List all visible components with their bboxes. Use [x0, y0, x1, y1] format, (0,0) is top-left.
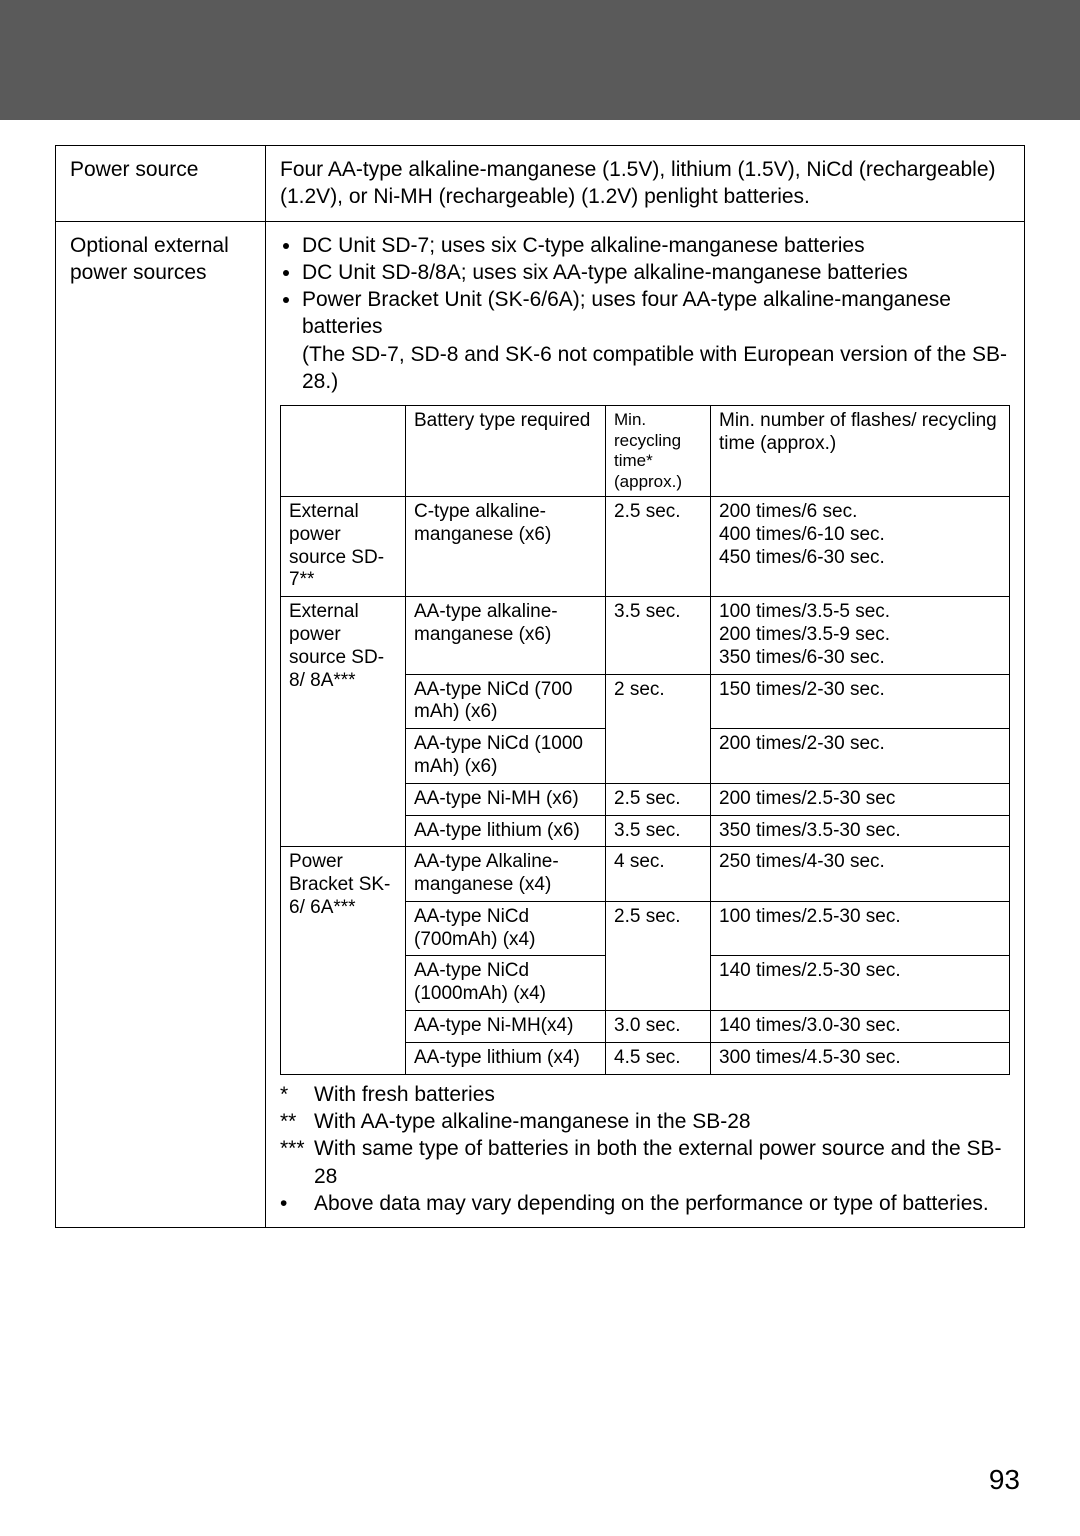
row-content-optional: DC Unit SD-7; uses six C-type alkaline-m… — [266, 221, 1025, 1228]
optional-bullet: DC Unit SD-8/8A; uses six AA-type alkali… — [302, 259, 1010, 286]
page-number: 93 — [989, 1464, 1020, 1496]
recycling-cell: 2.5 sec. — [606, 496, 711, 596]
spec-table: Power source Four AA-type alkaline-manga… — [55, 145, 1025, 1228]
flashes-cell: 150 times/2-30 sec. — [711, 674, 1010, 729]
battery-cell: AA-type Ni-MH(x4) — [406, 1011, 606, 1043]
group-label: External power source SD-7** — [281, 496, 406, 596]
footnotes: *With fresh batteries**With AA-type alka… — [280, 1081, 1010, 1217]
flashes-cell: 100 times/3.5-5 sec.200 times/3.5-9 sec.… — [711, 597, 1010, 674]
optional-bullets: DC Unit SD-7; uses six C-type alkaline-m… — [280, 232, 1010, 341]
flashes-cell: 100 times/2.5-30 sec. — [711, 901, 1010, 956]
battery-cell: AA-type NiCd (1000mAh) (x4) — [406, 956, 606, 1011]
optional-bullet: DC Unit SD-7; uses six C-type alkaline-m… — [302, 232, 1010, 259]
recycling-cell: 3.5 sec. — [606, 815, 711, 847]
recycling-cell: 2 sec. — [606, 674, 711, 783]
footnote-text: With same type of batteries in both the … — [314, 1135, 1010, 1190]
battery-table: Battery type requiredMin. recycling time… — [280, 405, 1010, 1074]
flashes-cell: 140 times/2.5-30 sec. — [711, 956, 1010, 1011]
inner-header: Min. number of flashes/ recycling time (… — [711, 406, 1010, 497]
footnote-mark: * — [280, 1081, 314, 1108]
battery-cell: AA-type lithium (x6) — [406, 815, 606, 847]
footnote-text: With fresh batteries — [314, 1081, 1010, 1108]
recycling-cell: 2.5 sec. — [606, 783, 711, 815]
flashes-cell: 200 times/2.5-30 sec — [711, 783, 1010, 815]
flashes-cell: 300 times/4.5-30 sec. — [711, 1042, 1010, 1074]
flashes-cell: 200 times/2-30 sec. — [711, 729, 1010, 784]
battery-cell: AA-type alkaline-manganese (x6) — [406, 597, 606, 674]
footnote-mark: • — [280, 1190, 314, 1217]
optional-bullet: Power Bracket Unit (SK-6/6A); uses four … — [302, 286, 1010, 341]
flashes-cell: 140 times/3.0-30 sec. — [711, 1011, 1010, 1043]
recycling-cell: 3.5 sec. — [606, 597, 711, 674]
recycling-cell: 4.5 sec. — [606, 1042, 711, 1074]
battery-cell: AA-type Alkaline-manganese (x4) — [406, 847, 606, 902]
inner-header — [281, 406, 406, 497]
inner-header: Battery type required — [406, 406, 606, 497]
optional-note: (The SD-7, SD-8 and SK-6 not compatible … — [302, 341, 1010, 396]
footnote-text: Above data may vary depending on the per… — [314, 1190, 1010, 1217]
group-label: External power source SD-8/ 8A*** — [281, 597, 406, 847]
battery-cell: AA-type Ni-MH (x6) — [406, 783, 606, 815]
recycling-cell: 2.5 sec. — [606, 901, 711, 1010]
row-text-power-source: Four AA-type alkaline-manganese (1.5V), … — [266, 146, 1025, 222]
footnote-text: With AA-type alkaline-manganese in the S… — [314, 1108, 1010, 1135]
flashes-cell: 250 times/4-30 sec. — [711, 847, 1010, 902]
battery-cell: AA-type NiCd (700mAh) (x4) — [406, 901, 606, 956]
group-label: Power Bracket SK-6/ 6A*** — [281, 847, 406, 1074]
header-bar — [0, 0, 1080, 120]
footnote-mark: *** — [280, 1135, 314, 1190]
inner-header: Min. recycling time* (approx.) — [606, 406, 711, 497]
recycling-cell: 4 sec. — [606, 847, 711, 902]
battery-cell: AA-type NiCd (700 mAh) (x6) — [406, 674, 606, 729]
footnote-mark: ** — [280, 1108, 314, 1135]
battery-cell: C-type alkaline-manganese (x6) — [406, 496, 606, 596]
row-label-power-source: Power source — [56, 146, 266, 222]
recycling-cell: 3.0 sec. — [606, 1011, 711, 1043]
flashes-cell: 200 times/6 sec.400 times/6-10 sec.450 t… — [711, 496, 1010, 596]
flashes-cell: 350 times/3.5-30 sec. — [711, 815, 1010, 847]
row-label-optional: Optional external power sources — [56, 221, 266, 1228]
battery-cell: AA-type NiCd (1000 mAh) (x6) — [406, 729, 606, 784]
battery-cell: AA-type lithium (x4) — [406, 1042, 606, 1074]
